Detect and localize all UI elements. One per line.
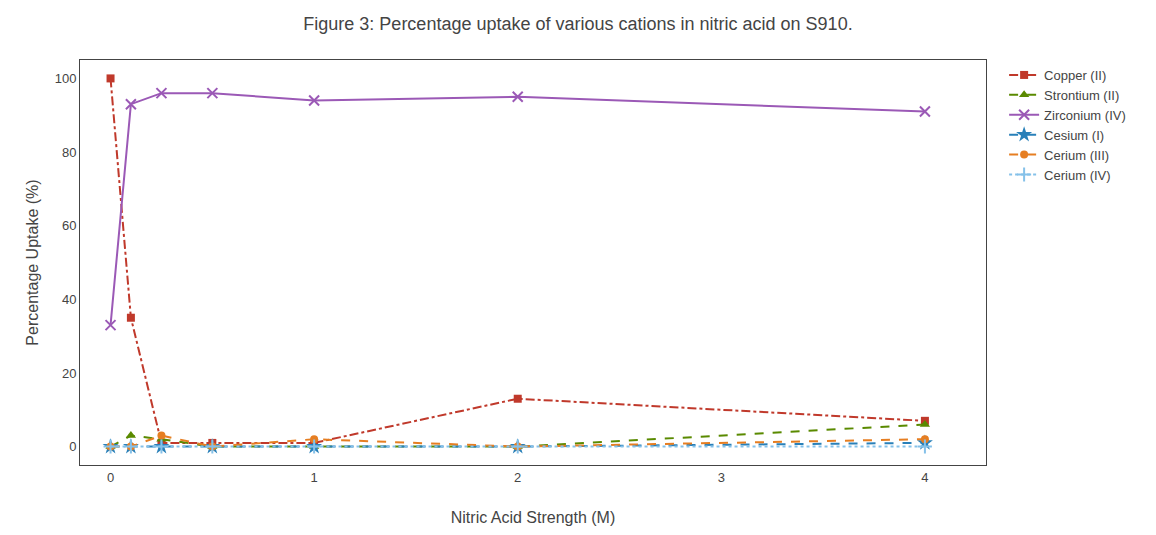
- svg-text:Percentage Uptake (%): Percentage Uptake (%): [24, 179, 41, 345]
- svg-text:0: 0: [69, 439, 76, 454]
- svg-text:Zirconium (IV): Zirconium (IV): [1044, 108, 1126, 123]
- svg-text:80: 80: [62, 145, 76, 160]
- svg-text:4: 4: [921, 470, 928, 485]
- svg-text:Figure 3: Percentage uptake of: Figure 3: Percentage uptake of various c…: [303, 14, 852, 34]
- svg-text:Nitric Acid Strength (M): Nitric Acid Strength (M): [451, 509, 615, 526]
- svg-text:1: 1: [311, 470, 318, 485]
- svg-text:60: 60: [62, 218, 76, 233]
- svg-text:0: 0: [107, 470, 114, 485]
- svg-text:20: 20: [62, 366, 76, 381]
- svg-text:Cerium (IV): Cerium (IV): [1044, 168, 1110, 183]
- svg-text:40: 40: [62, 292, 76, 307]
- svg-text:Cesium (I): Cesium (I): [1044, 128, 1104, 143]
- svg-text:Copper (II): Copper (II): [1044, 68, 1106, 83]
- svg-text:100: 100: [55, 71, 77, 86]
- svg-text:Cerium (III): Cerium (III): [1044, 148, 1109, 163]
- svg-text:Strontium (II): Strontium (II): [1044, 88, 1119, 103]
- svg-text:3: 3: [718, 470, 725, 485]
- svg-text:2: 2: [514, 470, 521, 485]
